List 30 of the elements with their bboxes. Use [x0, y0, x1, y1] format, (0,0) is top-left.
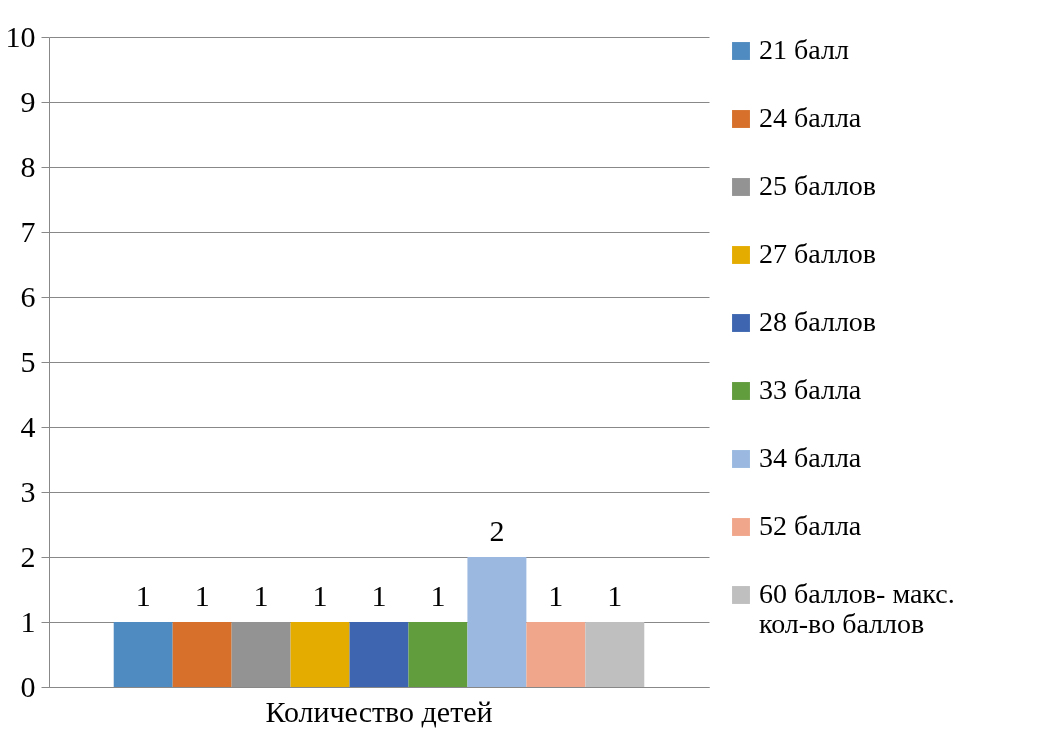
legend-label: 34 балла	[759, 442, 862, 473]
legend-label: 21 балл	[759, 34, 849, 65]
y-tick-label: 3	[20, 474, 36, 508]
data-label: 1	[430, 579, 446, 612]
x-tick-label: Количество детей	[265, 694, 493, 728]
y-tick-label: 9	[20, 84, 36, 118]
data-label: 1	[194, 579, 210, 612]
y-tick-label: 6	[20, 279, 36, 313]
y-tick-label: 10	[5, 19, 36, 53]
legend-label: 28 баллов	[759, 306, 877, 337]
legend-label: 27 баллов	[759, 238, 877, 269]
data-label: 2	[489, 514, 505, 547]
y-tick-label: 0	[20, 669, 36, 703]
y-tick-label: 7	[20, 214, 36, 248]
y-tick-label: 2	[20, 539, 36, 573]
legend-label: 33 балла	[759, 374, 862, 405]
legend-label: 24 балла	[759, 102, 862, 133]
data-label: 1	[312, 579, 328, 612]
legend-label: 52 балла	[759, 510, 862, 541]
data-label: 1	[135, 579, 151, 612]
legend-label: 25 баллов	[759, 170, 877, 201]
y-tick-label: 5	[20, 344, 36, 378]
data-label: 1	[548, 579, 564, 612]
legend-label: 60 баллов- макс. кол-во баллов	[759, 578, 955, 639]
data-label: 1	[607, 579, 623, 612]
y-tick-label: 1	[20, 604, 36, 638]
data-label: 1	[253, 579, 269, 612]
y-tick-label: 4	[20, 409, 36, 443]
y-tick-label: 8	[20, 149, 36, 183]
data-label: 1	[371, 579, 387, 612]
